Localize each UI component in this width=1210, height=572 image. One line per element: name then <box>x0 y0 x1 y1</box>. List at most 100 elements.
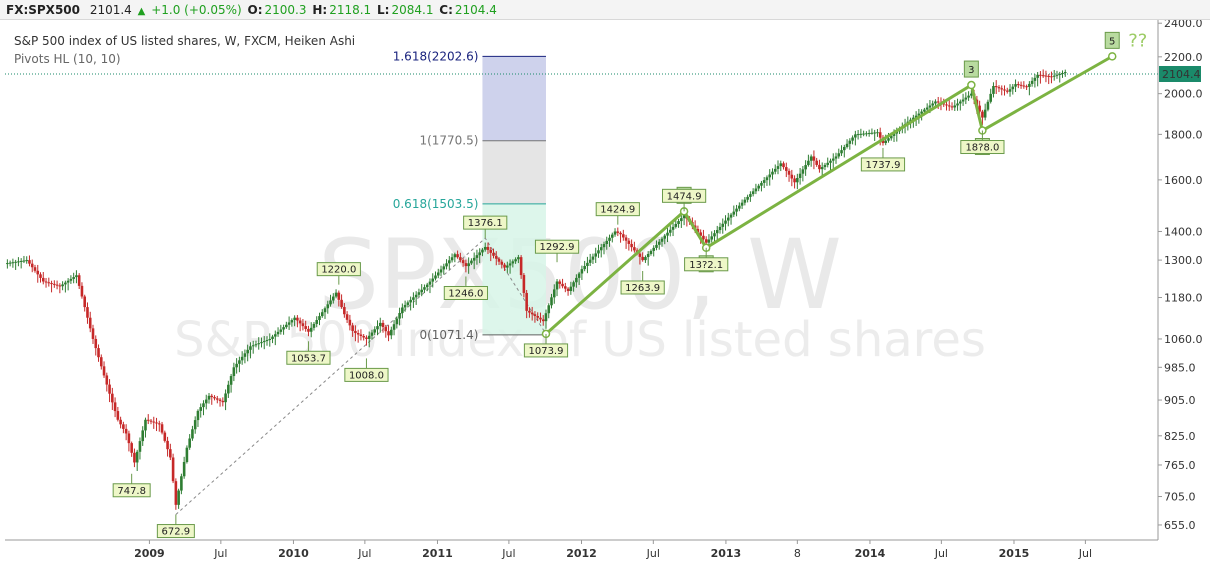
time-tick-label: Jul <box>646 547 660 560</box>
candle-body <box>660 238 664 242</box>
candle-body <box>754 188 758 192</box>
candle-body <box>149 420 153 422</box>
wave-point <box>967 80 976 90</box>
candle-body <box>575 277 578 283</box>
candle-body <box>304 326 307 329</box>
fib-level-label: 1(1770.5) <box>419 134 478 148</box>
candle-body <box>1036 74 1039 78</box>
candle-body <box>260 342 263 344</box>
candle-body <box>334 292 338 297</box>
candle-body <box>569 286 573 292</box>
candle-body <box>262 341 266 343</box>
wave-label-box <box>963 60 979 78</box>
up-arrow-icon: ▲ <box>137 6 146 17</box>
candle-body <box>790 174 794 179</box>
candle-body <box>307 328 310 332</box>
price-tick-label: 2200.0 <box>1164 51 1203 64</box>
candle-body <box>282 327 285 330</box>
price-tick-label: 1400.0 <box>1164 225 1203 238</box>
candle-body <box>950 106 954 108</box>
pivot-label-box <box>463 215 508 230</box>
candle-body <box>293 317 296 321</box>
candle-body <box>486 246 490 250</box>
price-tick-label: 1600.0 <box>1164 174 1203 187</box>
wave-label: 3 <box>968 65 974 76</box>
pivot-label-box <box>661 188 707 203</box>
price-chart[interactable]: SPX500, W S&P 500 index of US listed sha… <box>0 20 1210 572</box>
candle-body <box>401 307 404 314</box>
candle-body <box>188 438 191 448</box>
open-value: 2100.3 <box>264 3 307 17</box>
candle-body <box>384 327 388 332</box>
candle-body <box>409 299 412 303</box>
candle-body <box>329 300 332 305</box>
candle-body <box>376 326 379 330</box>
candle-body <box>318 316 321 321</box>
candle-body <box>793 178 796 183</box>
time-axis-bg <box>0 541 1210 572</box>
time-tick-label: 2010 <box>278 547 309 560</box>
candle-body <box>365 337 368 339</box>
candle-body <box>884 140 888 144</box>
candle-body <box>442 266 446 270</box>
candle-body <box>14 261 17 263</box>
candle-body <box>583 265 586 270</box>
candle-body <box>453 254 457 258</box>
candle-body <box>22 260 26 262</box>
candle-body <box>351 325 354 331</box>
pivot-label-box <box>684 257 729 272</box>
time-tick-label: 8 <box>794 547 801 560</box>
close-label: C: <box>439 3 453 17</box>
candle-body <box>1047 75 1050 77</box>
candle-body <box>1041 75 1045 77</box>
candle-body <box>53 283 56 285</box>
candle-body <box>867 133 871 135</box>
candle-body <box>152 421 156 423</box>
time-tick-label: Jul <box>501 547 515 560</box>
candle-body <box>798 173 802 178</box>
candle-body <box>923 109 926 112</box>
candle-body <box>102 366 106 376</box>
candle-body <box>215 398 219 400</box>
candle-body <box>108 384 111 394</box>
candle-body <box>837 153 841 157</box>
candle-body <box>768 174 772 178</box>
pivot-label: 747.8 <box>117 486 146 497</box>
candle-body <box>627 240 631 244</box>
candle-body <box>1055 74 1059 76</box>
candle-body <box>182 461 186 477</box>
candle-body <box>704 239 708 243</box>
candle-body <box>514 259 517 262</box>
pivot-label-box <box>620 280 665 295</box>
candle-body <box>773 168 777 172</box>
candle-body <box>97 348 100 358</box>
candle-body <box>530 312 534 315</box>
candle-body <box>271 336 274 339</box>
candle-body <box>144 419 147 431</box>
wave-note: ?? <box>1128 30 1147 51</box>
candle-body <box>608 237 611 241</box>
candle-body <box>605 240 609 245</box>
candle-body <box>155 422 158 424</box>
candle-body <box>354 330 357 334</box>
price-tick-label: 905.0 <box>1164 394 1196 407</box>
candle-body <box>28 260 31 264</box>
pivot-label-box <box>860 157 906 172</box>
candle-body <box>942 103 946 105</box>
time-tick-label: Jul <box>934 547 948 560</box>
candle-body <box>506 265 509 268</box>
candle-body <box>1019 84 1023 86</box>
wave-label-box <box>1104 31 1120 49</box>
candle-body <box>989 93 992 102</box>
candle-body <box>707 239 711 243</box>
fibonacci-extension[interactable]: 1.618(2202.6) 1(1770.5) 0.618(1503.5) 0(107… <box>393 49 546 342</box>
pivot-label-box <box>595 202 640 217</box>
price-tick-label: 2400.0 <box>1164 20 1203 30</box>
symbol-name[interactable]: FX:SPX500 <box>6 3 80 17</box>
candle-body <box>823 164 827 168</box>
candle-body <box>472 257 476 261</box>
candle-body <box>470 260 473 264</box>
candle-body <box>224 393 227 403</box>
candle-body <box>204 399 208 404</box>
candle-body <box>917 113 921 116</box>
